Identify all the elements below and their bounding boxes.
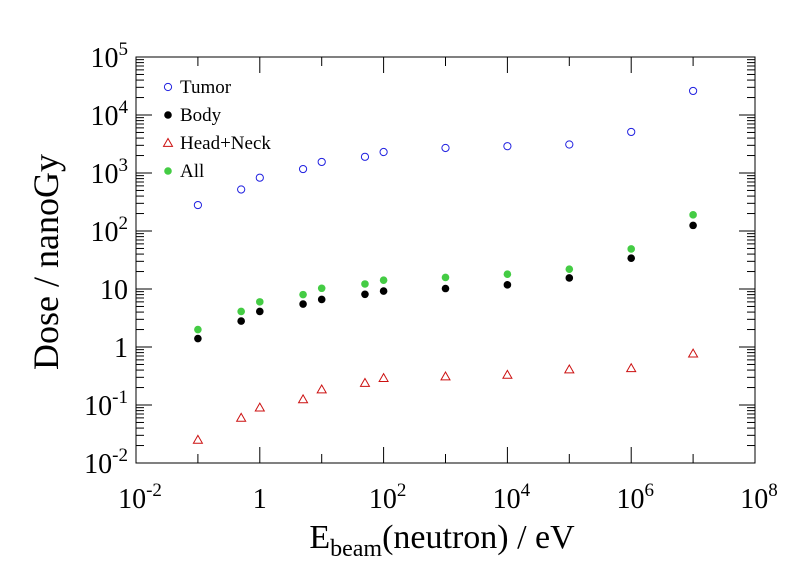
all-point [194, 325, 202, 334]
head-neck-point [359, 377, 371, 387]
head-neck-point [316, 383, 328, 394]
head-neck-point [192, 434, 204, 444]
x-tick-label: 108 [740, 480, 778, 515]
head-neck-point [563, 363, 575, 374]
legend: Tumor Body Head+Neck All [162, 77, 271, 182]
legend-label-body: Body [180, 105, 222, 126]
legend-marker-head-neck [162, 137, 174, 147]
tumor-point [237, 185, 246, 194]
y-tick-label: 104 [91, 97, 129, 132]
all-point [565, 265, 574, 273]
body-point [237, 317, 245, 325]
head-neck-point [440, 370, 451, 381]
tumor-point [360, 152, 370, 161]
legend-marker-body [164, 111, 172, 119]
all-point [299, 290, 307, 299]
all-point [441, 273, 450, 282]
head-neck-point [297, 393, 309, 404]
body-point [503, 281, 512, 289]
head-neck-point [235, 412, 247, 422]
body-point [361, 290, 369, 299]
tumor-point [503, 142, 512, 151]
head-neck-point [254, 402, 266, 412]
y-tick-label: 1 [114, 333, 128, 364]
tumor-point [689, 86, 698, 96]
body-point [565, 274, 574, 282]
x-axis-title: Ebeam(neutron) / eV [309, 519, 575, 562]
all-point [689, 211, 697, 219]
x-tick-label: 10-2 [118, 480, 162, 515]
body-point [317, 295, 326, 304]
legend-label-head-neck: Head+Neck [180, 133, 271, 154]
head-neck-point [378, 372, 389, 383]
legend-label-all: All [180, 161, 204, 182]
tumor-point [255, 173, 264, 182]
head-neck-point [502, 369, 513, 379]
y-tick-label: 105 [91, 39, 129, 74]
plot-frame [135, 56, 756, 464]
head-neck-point [687, 348, 699, 358]
tumor-point [317, 157, 326, 167]
y-axis: 10-2 10-1 1 10 102 103 104 105 [84, 39, 755, 480]
body-point [194, 334, 202, 343]
y-tick-label: 103 [91, 155, 129, 190]
x-tick-label: 106 [616, 480, 654, 515]
all-point [503, 270, 512, 278]
all-point [237, 307, 245, 316]
data-markers [192, 86, 699, 444]
y-tick-label: 10-2 [84, 445, 128, 480]
body-point [689, 221, 697, 230]
all-point [627, 245, 635, 253]
legend-marker-all [164, 167, 172, 175]
body-point [441, 284, 450, 293]
head-neck-point [625, 362, 637, 373]
legend-label-tumor: Tumor [180, 77, 232, 98]
x-tick-label: 104 [493, 480, 531, 515]
body-point [379, 287, 388, 295]
tumor-point [193, 200, 202, 210]
all-point [317, 284, 326, 293]
tumor-point [298, 164, 308, 174]
body-point [627, 254, 635, 262]
y-tick-label: 102 [91, 213, 129, 248]
legend-marker-tumor [163, 82, 173, 92]
axis-titles: Ebeam(neutron) / eV Dose / nanoGy [26, 154, 575, 562]
all-point [379, 276, 388, 284]
tumor-point [565, 140, 574, 149]
x-axis: 10-2 1 102 104 106 108 [118, 57, 778, 515]
tumor-point [627, 127, 636, 137]
body-point [299, 300, 307, 308]
tumor-point [379, 147, 388, 157]
y-tick-label: 10 [100, 275, 128, 306]
all-point [255, 298, 264, 306]
x-tick-label: 102 [369, 480, 407, 515]
tumor-point [441, 143, 450, 153]
x-tick-label: 1 [253, 484, 267, 515]
plot-border [135, 56, 756, 464]
body-point [255, 307, 264, 316]
y-axis-title: Dose / nanoGy [26, 154, 66, 370]
all-point [361, 280, 369, 288]
y-tick-label: 10-1 [84, 387, 128, 422]
